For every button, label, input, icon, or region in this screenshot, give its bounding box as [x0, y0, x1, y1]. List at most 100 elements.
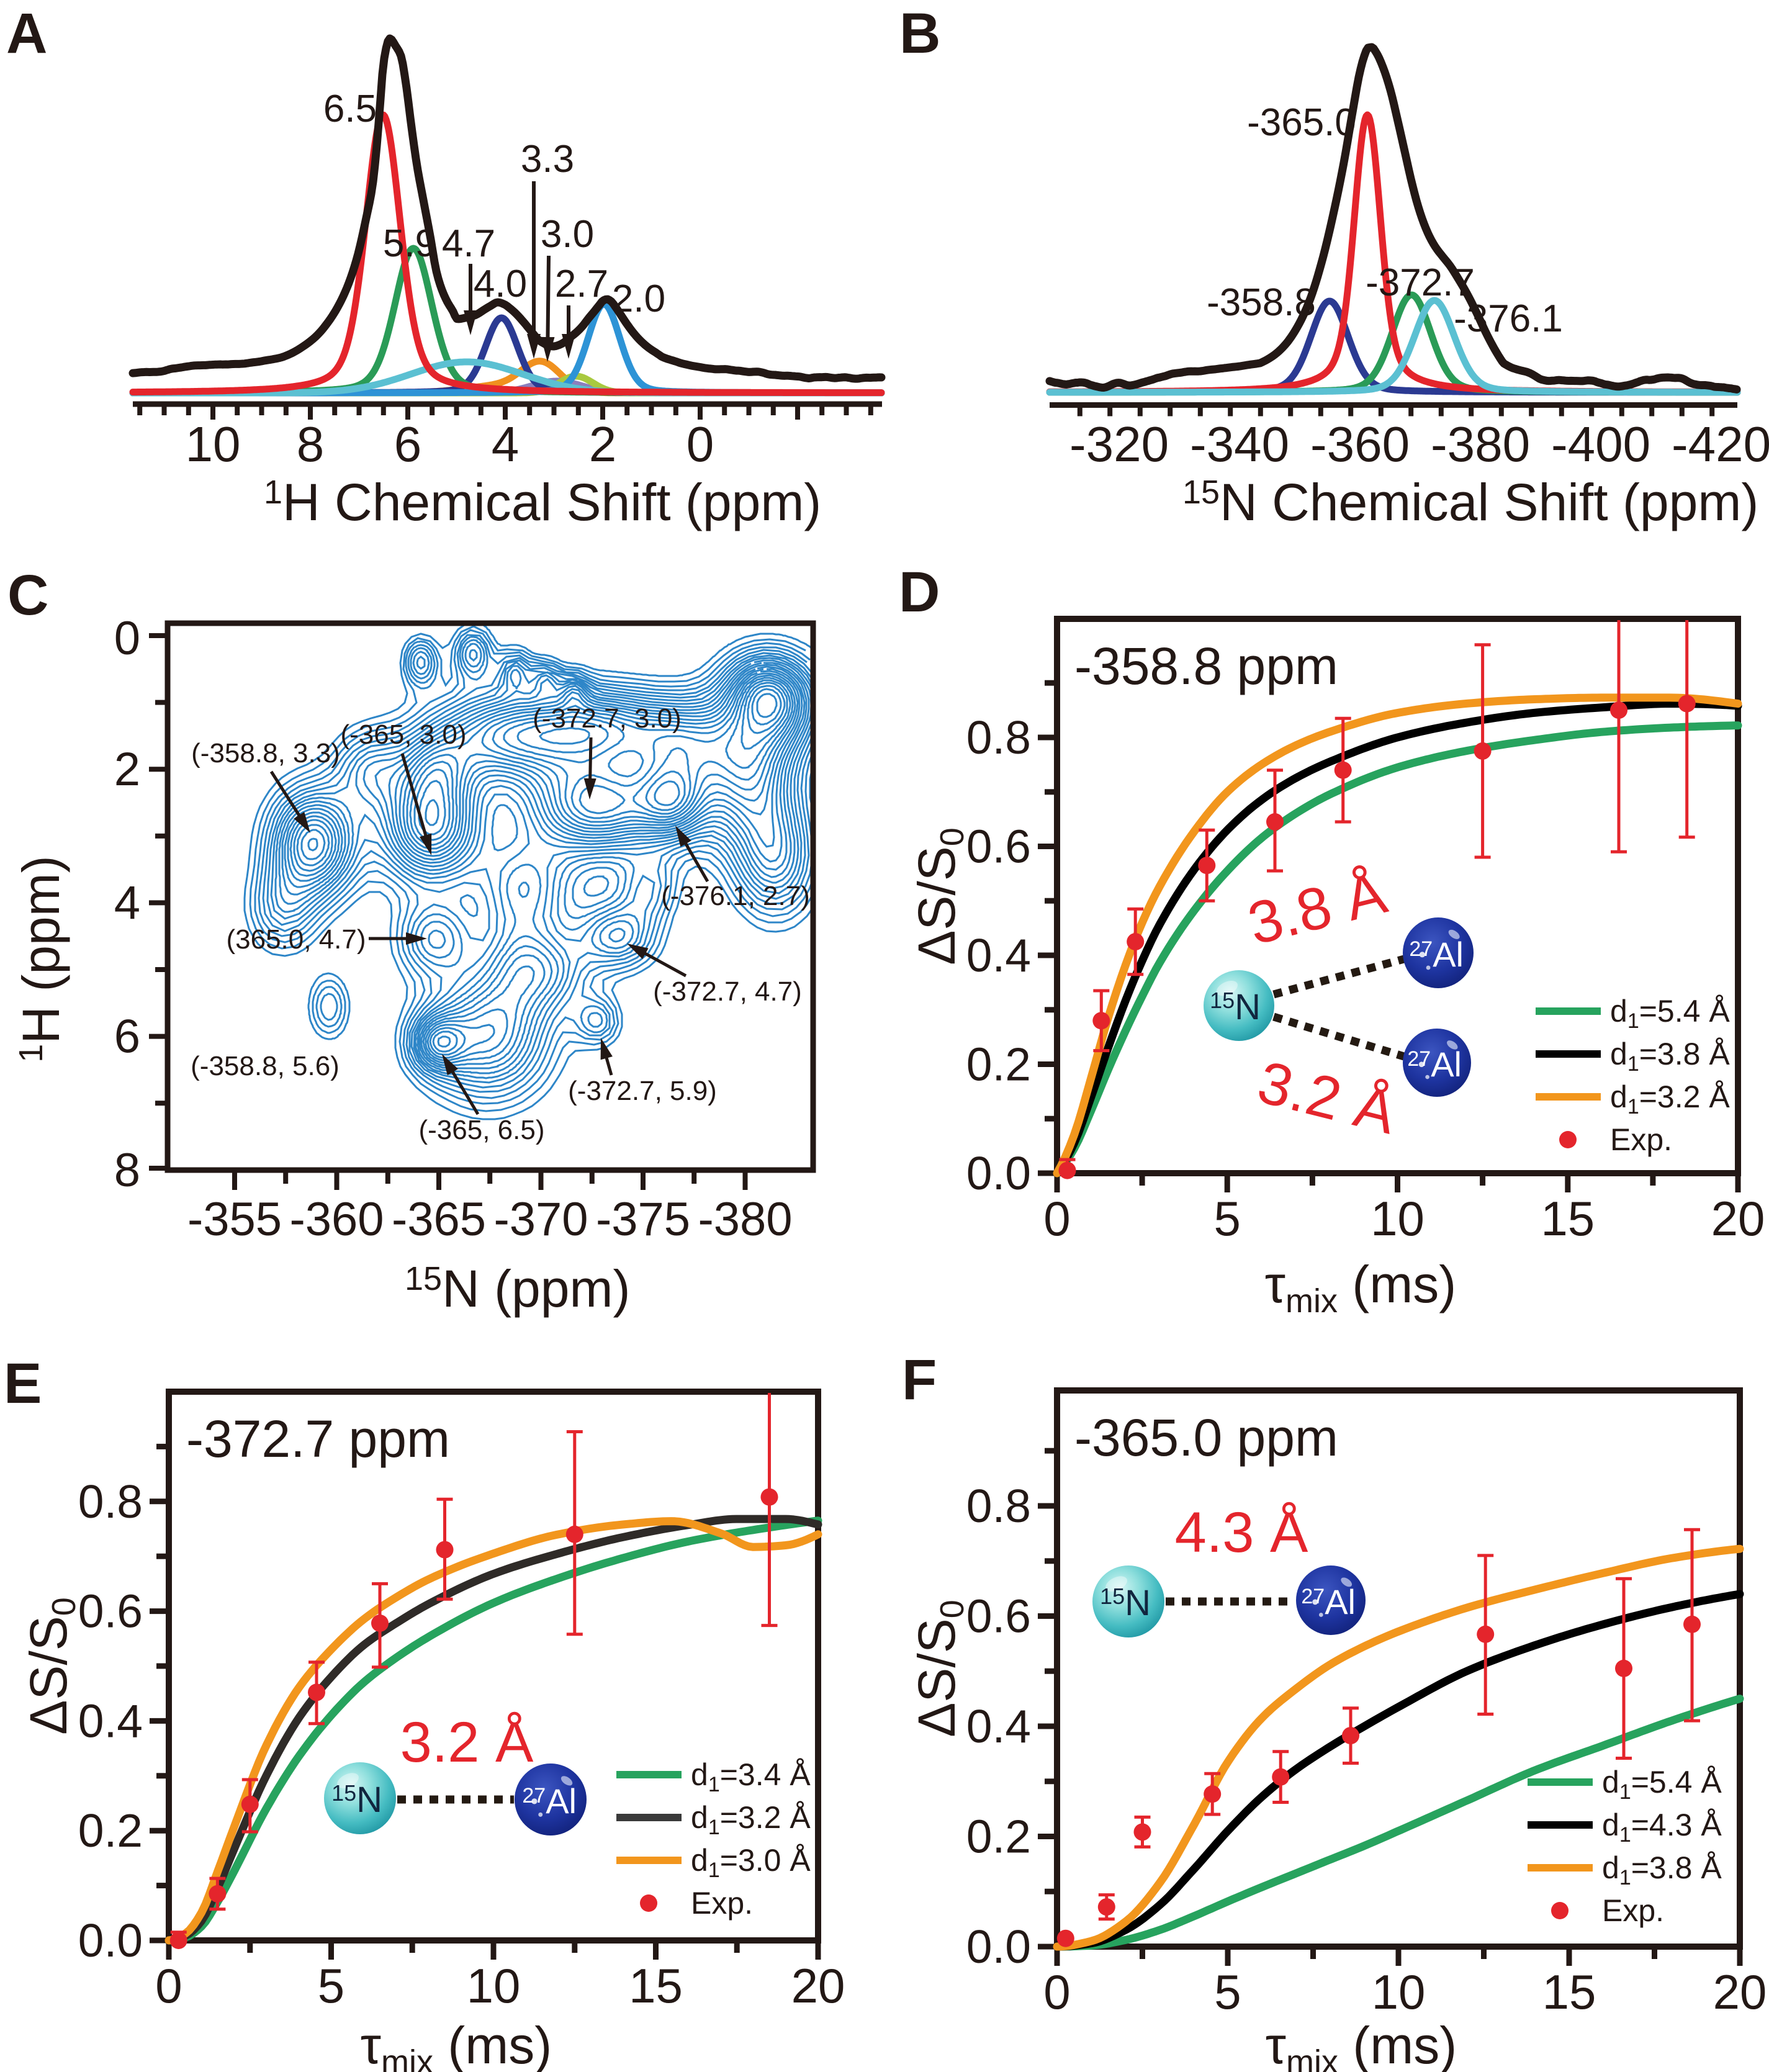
svg-text:A: A: [6, 2, 47, 65]
svg-text:6.5: 6.5: [323, 88, 377, 130]
svg-text:1H (ppm): 1H (ppm): [12, 855, 70, 1062]
svg-text:(-372.7, 5.9): (-372.7, 5.9): [568, 1076, 717, 1106]
svg-text:0.8: 0.8: [966, 711, 1031, 763]
svg-text:20: 20: [791, 1958, 845, 2013]
svg-text:3.8 Å: 3.8 Å: [1241, 859, 1392, 957]
svg-text:15N: 15N: [1210, 987, 1261, 1027]
svg-text:5.9: 5.9: [383, 222, 436, 265]
svg-text:ΔS/S0: ΔS/S0: [907, 1600, 971, 1737]
svg-text:4.0: 4.0: [474, 263, 527, 305]
svg-text:0: 0: [114, 612, 140, 665]
svg-text:τmix (ms): τmix (ms): [361, 2016, 552, 2072]
svg-text:0.0: 0.0: [78, 1914, 143, 1966]
svg-text:20: 20: [1713, 1965, 1767, 2019]
svg-text:-365: -365: [392, 1193, 486, 1246]
svg-text:4: 4: [492, 417, 520, 472]
svg-text:-370: -370: [493, 1193, 588, 1246]
svg-text:0: 0: [686, 417, 714, 472]
svg-text:-340: -340: [1190, 417, 1289, 472]
svg-text:0.6: 0.6: [966, 1590, 1031, 1642]
svg-text:-376.1: -376.1: [1454, 297, 1563, 340]
svg-text:3.0: 3.0: [541, 213, 594, 256]
svg-text:d1=3.2 Å: d1=3.2 Å: [1610, 1079, 1730, 1119]
svg-text:-358.8 ppm: -358.8 ppm: [1074, 637, 1338, 695]
svg-text:15: 15: [1542, 1965, 1596, 2019]
svg-text:D: D: [899, 561, 940, 624]
svg-text:27Al: 27Al: [1407, 1045, 1462, 1084]
svg-text:d1=3.4 Å: d1=3.4 Å: [691, 1757, 811, 1796]
svg-text:ΔS/S0: ΔS/S0: [19, 1597, 83, 1735]
svg-text:10: 10: [1372, 1965, 1426, 2019]
svg-text:(-365, 3.0): (-365, 3.0): [341, 719, 467, 750]
svg-text:d1=4.3 Å: d1=4.3 Å: [1602, 1808, 1722, 1847]
svg-text:0: 0: [1043, 1191, 1070, 1246]
svg-text:2: 2: [114, 743, 140, 796]
svg-text:15: 15: [629, 1958, 683, 2013]
svg-text:(-376.1, 2.7): (-376.1, 2.7): [661, 881, 810, 911]
svg-text:Exp.: Exp.: [691, 1886, 753, 1921]
svg-text:-365.0 ppm: -365.0 ppm: [1074, 1408, 1338, 1467]
svg-text:-358.8: -358.8: [1207, 281, 1316, 324]
svg-text:-365.0: -365.0: [1247, 101, 1356, 144]
svg-text:-380: -380: [698, 1193, 792, 1246]
svg-text:-380: -380: [1431, 417, 1530, 472]
svg-text:15N (ppm): 15N (ppm): [405, 1259, 630, 1318]
svg-text:d1=3.2 Å: d1=3.2 Å: [691, 1800, 811, 1839]
svg-text:Exp.: Exp.: [1602, 1893, 1664, 1928]
svg-text:3.2 Å: 3.2 Å: [1251, 1048, 1402, 1146]
svg-text:τmix (ms): τmix (ms): [1266, 2016, 1457, 2072]
svg-text:-400: -400: [1551, 417, 1650, 472]
svg-text:0.2: 0.2: [78, 1804, 143, 1857]
svg-text:27Al: 27Al: [522, 1781, 577, 1821]
svg-text:0.4: 0.4: [78, 1695, 143, 1747]
svg-text:ΔS/S0: ΔS/S0: [907, 827, 971, 965]
svg-text:15N: 15N: [331, 1780, 382, 1820]
svg-text:8: 8: [114, 1144, 140, 1197]
svg-text:10: 10: [1371, 1191, 1425, 1246]
svg-text:3.3: 3.3: [521, 138, 574, 181]
svg-text:-355: -355: [187, 1193, 282, 1246]
svg-text:d1=3.0 Å: d1=3.0 Å: [691, 1843, 811, 1882]
svg-text:(-372.7, 3.0): (-372.7, 3.0): [533, 703, 682, 734]
svg-text:(-358.8, 3.3): (-358.8, 3.3): [191, 738, 340, 768]
svg-text:-420: -420: [1672, 417, 1769, 472]
svg-text:E: E: [4, 1352, 42, 1415]
svg-text:2.7: 2.7: [555, 263, 608, 305]
svg-text:27Al: 27Al: [1409, 935, 1464, 974]
svg-text:3.2 Å: 3.2 Å: [400, 1711, 534, 1774]
svg-text:C: C: [7, 564, 48, 627]
svg-text:5: 5: [1214, 1191, 1241, 1246]
svg-text:20: 20: [1711, 1191, 1765, 1246]
svg-text:(365.0, 4.7): (365.0, 4.7): [226, 924, 366, 955]
svg-text:27Al: 27Al: [1301, 1582, 1356, 1621]
svg-text:0.8: 0.8: [78, 1475, 143, 1528]
svg-text:0.4: 0.4: [966, 929, 1031, 981]
svg-text:-360: -360: [1310, 417, 1410, 472]
svg-text:0: 0: [1043, 1965, 1070, 2019]
svg-text:-320: -320: [1069, 417, 1169, 472]
svg-text:0.0: 0.0: [966, 1147, 1031, 1199]
svg-text:τmix (ms): τmix (ms): [1265, 1255, 1456, 1320]
svg-text:5: 5: [318, 1958, 344, 2013]
svg-text:F: F: [902, 1348, 937, 1412]
svg-text:10: 10: [186, 417, 241, 472]
svg-text:-375: -375: [596, 1193, 690, 1246]
svg-text:0.0: 0.0: [966, 1921, 1031, 1973]
svg-text:0.2: 0.2: [966, 1811, 1031, 1863]
svg-text:1H Chemical Shift (ppm): 1H Chemical Shift (ppm): [264, 473, 821, 531]
svg-text:0.6: 0.6: [78, 1585, 143, 1637]
svg-text:d1=5.4 Å: d1=5.4 Å: [1610, 994, 1730, 1033]
svg-text:d1=3.8 Å: d1=3.8 Å: [1610, 1037, 1730, 1076]
svg-text:6: 6: [394, 417, 422, 472]
svg-text:2.0: 2.0: [612, 277, 665, 320]
svg-text:0.4: 0.4: [966, 1700, 1031, 1752]
svg-text:d1=3.8 Å: d1=3.8 Å: [1602, 1850, 1722, 1890]
svg-text:B: B: [899, 2, 940, 65]
svg-text:6: 6: [114, 1011, 140, 1063]
svg-text:0.8: 0.8: [966, 1480, 1031, 1532]
svg-text:10: 10: [467, 1958, 521, 2013]
svg-text:-372.7 ppm: -372.7 ppm: [186, 1410, 450, 1468]
svg-text:0: 0: [155, 1958, 182, 2013]
svg-text:8: 8: [297, 417, 325, 472]
svg-text:2: 2: [589, 417, 617, 472]
